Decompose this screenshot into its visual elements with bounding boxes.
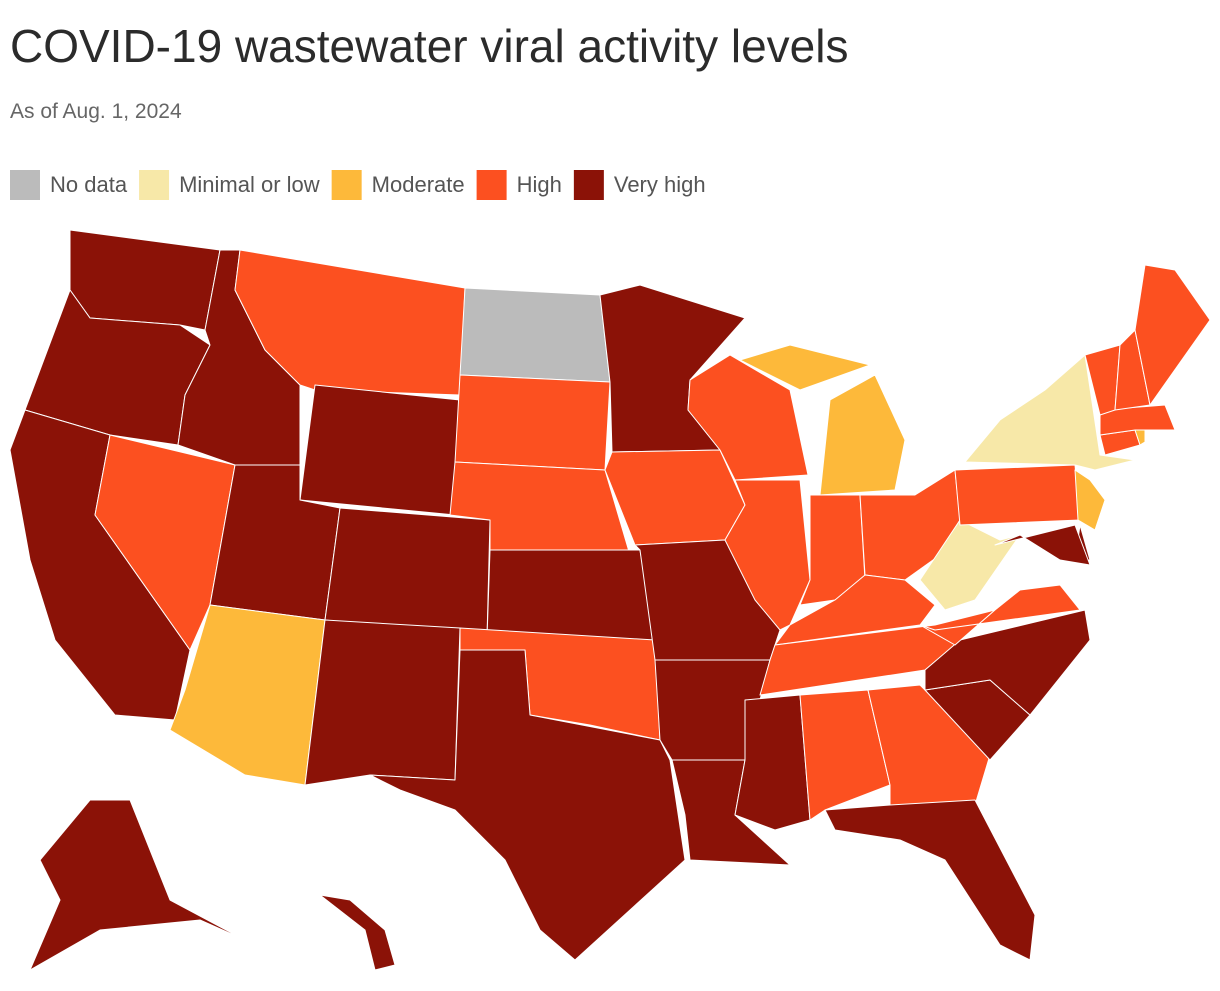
region	[319, 894, 396, 971]
map	[9, 229, 1211, 971]
region	[1134, 264, 1211, 406]
legend: No data Minimal or low Moderate High Very hi…	[10, 170, 706, 200]
legend-swatch	[10, 170, 40, 200]
region	[304, 619, 461, 786]
subtitle: As of Aug. 1, 2024	[10, 100, 182, 123]
region	[486, 549, 656, 641]
region	[324, 507, 491, 639]
region	[299, 384, 461, 516]
legend-label: No data	[50, 172, 128, 197]
region	[739, 344, 871, 391]
legend-swatch	[331, 170, 362, 200]
region	[924, 609, 1091, 716]
region	[454, 374, 611, 471]
region	[819, 374, 906, 496]
legend-label: Very high	[614, 172, 706, 197]
region	[954, 464, 1081, 526]
region	[687, 354, 809, 481]
legend-label: High	[517, 172, 562, 197]
region	[964, 354, 1136, 471]
legend-swatch	[476, 170, 507, 200]
region	[799, 689, 891, 821]
region	[69, 229, 221, 331]
region	[824, 799, 1036, 961]
legend-label: Moderate	[372, 172, 465, 197]
region	[459, 287, 611, 383]
region	[29, 799, 246, 971]
region	[369, 649, 686, 961]
region	[94, 434, 236, 651]
region	[1099, 404, 1176, 436]
region	[734, 694, 811, 831]
region	[994, 524, 1091, 566]
legend-swatch	[573, 170, 604, 200]
region	[919, 584, 1081, 646]
region	[724, 479, 811, 631]
legend-label: Minimal or low	[179, 172, 320, 197]
region	[604, 449, 746, 546]
region	[1074, 469, 1106, 531]
title: COVID-19 wastewater viral activity level…	[10, 20, 848, 72]
legend-swatch	[139, 170, 170, 200]
